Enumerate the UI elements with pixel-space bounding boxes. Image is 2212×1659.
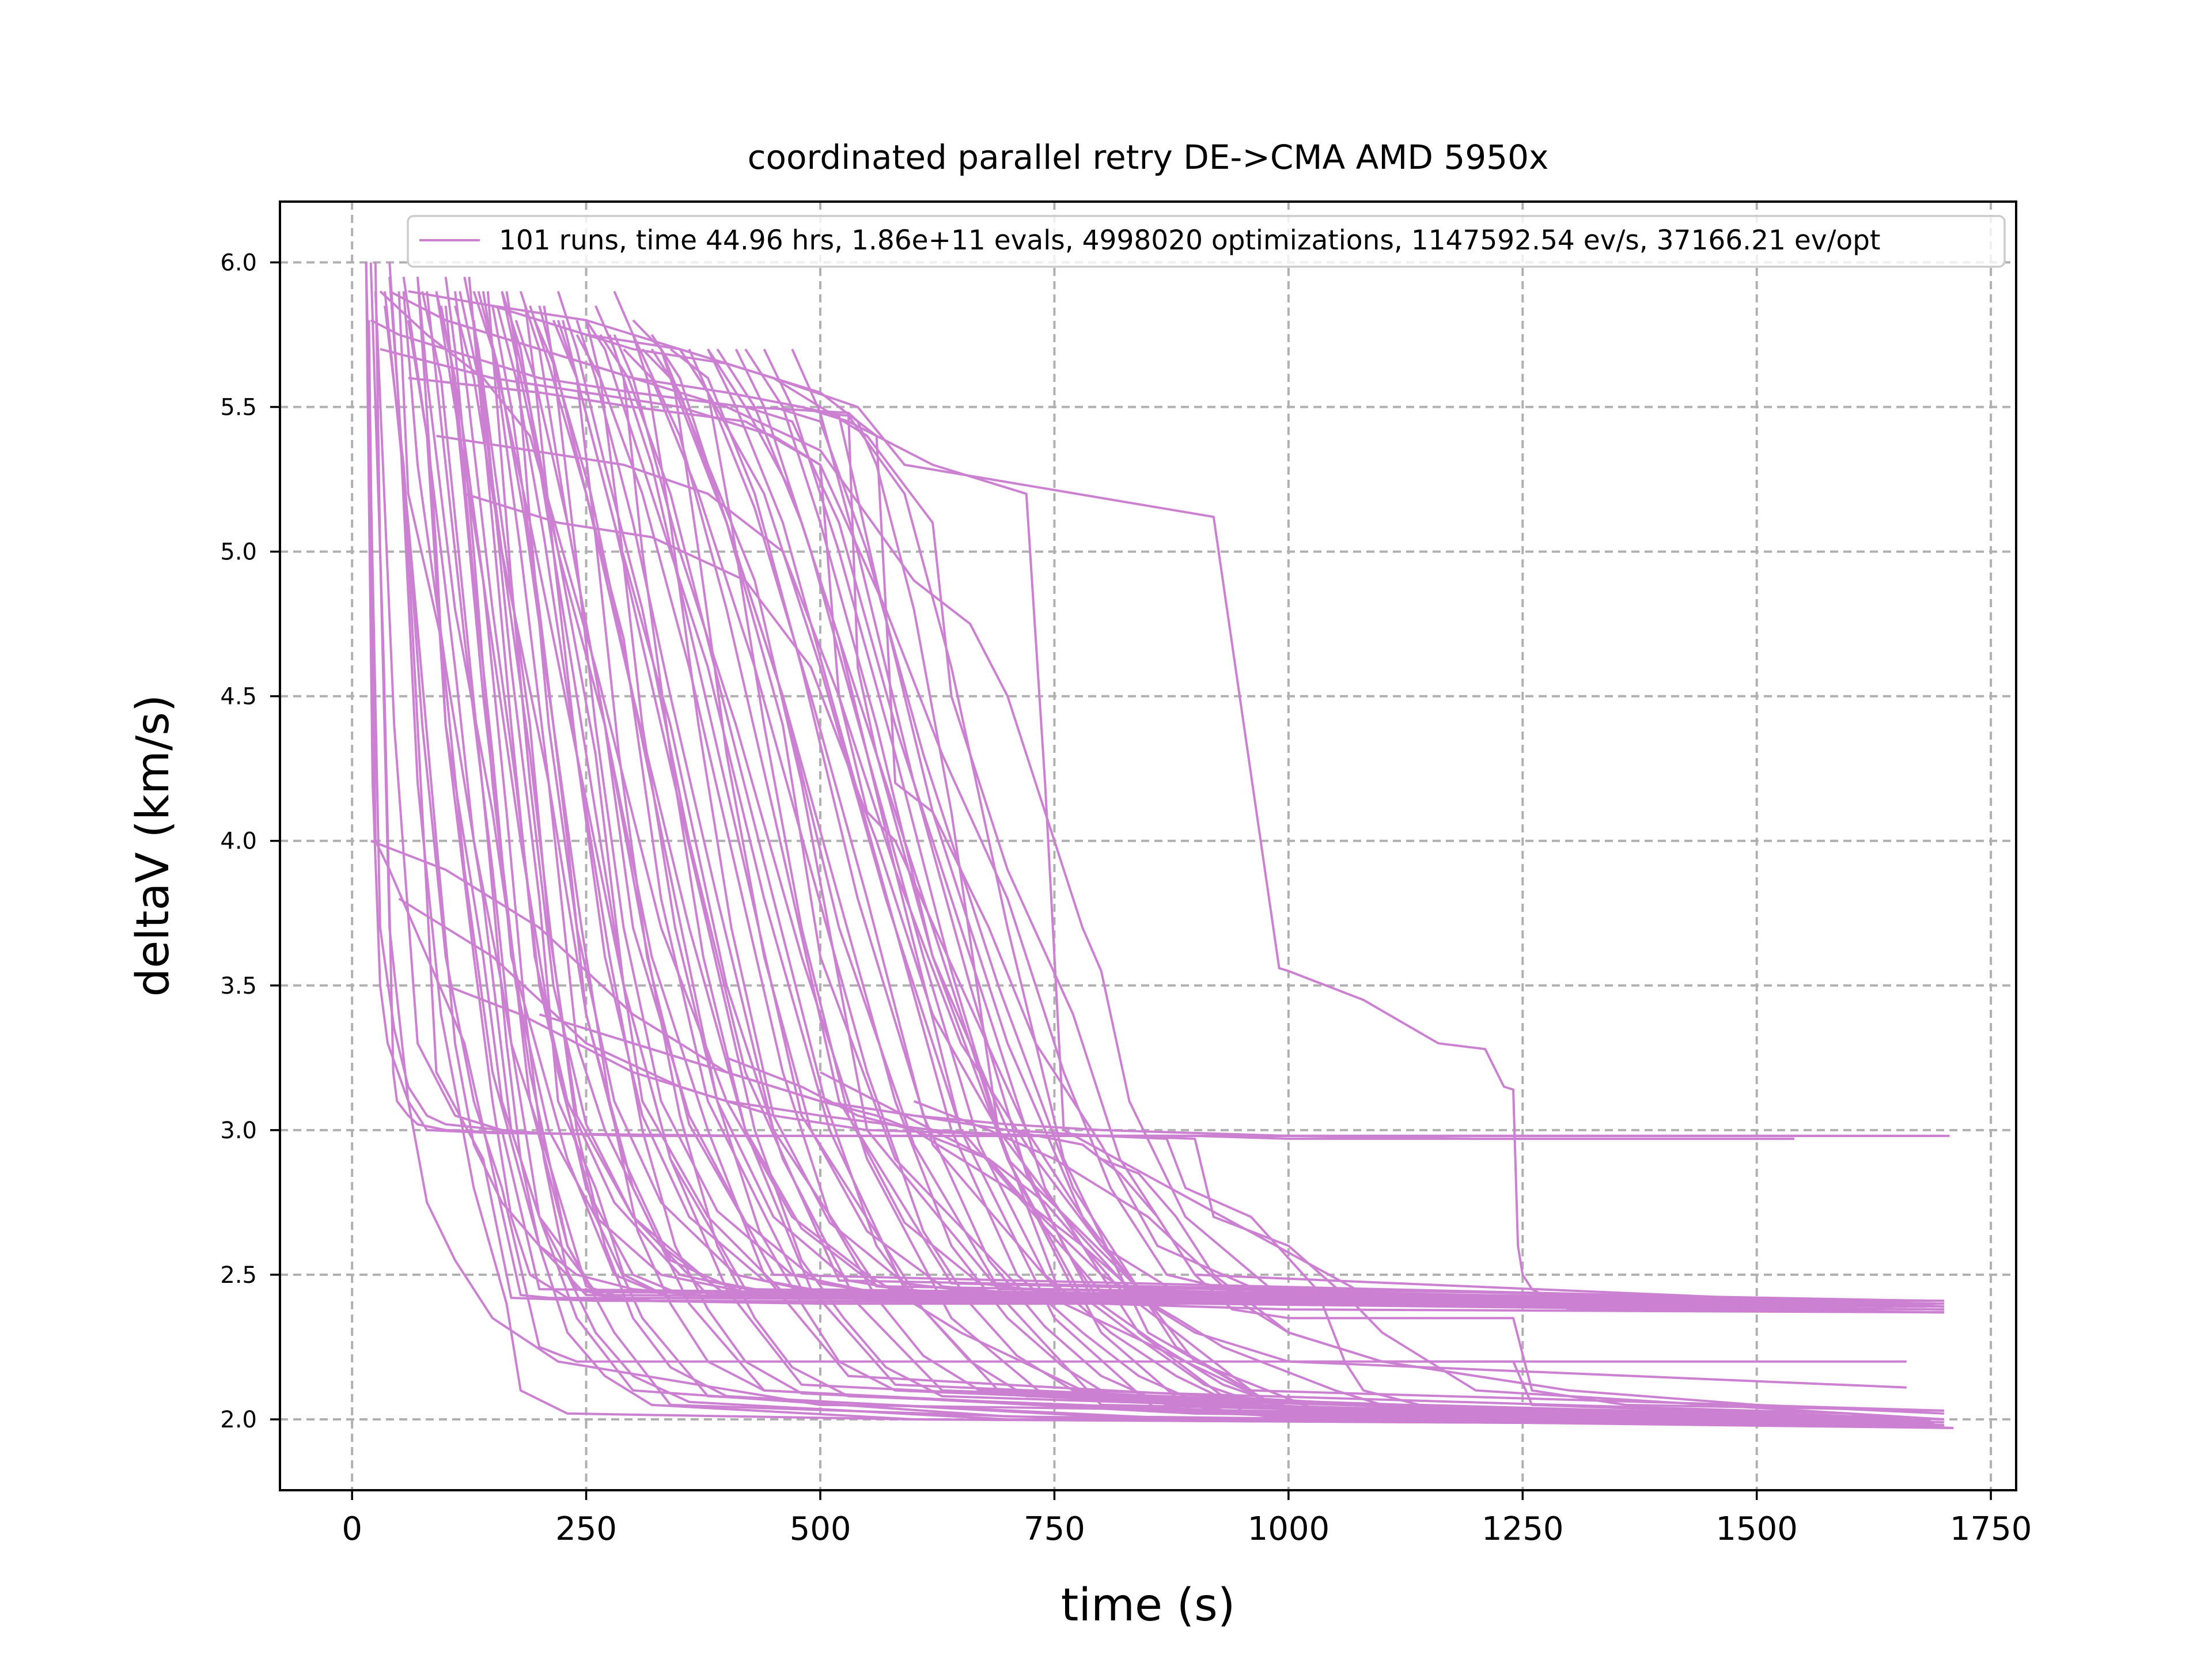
run-line [440,305,1944,1426]
x-tick-label: 1000 [1248,1510,1330,1548]
y-tick-label: 5.0 [220,539,257,566]
y-axis-label: deltaV (km/s) [127,695,179,997]
run-line [374,291,1888,1305]
x-tick-label: 0 [342,1510,362,1548]
run-line [688,349,1944,1308]
run-line [421,291,1926,1426]
run-line [791,349,1926,1423]
x-tick-label: 1250 [1482,1510,1564,1548]
run-line [763,349,1944,1426]
y-tick-label: 3.0 [220,1118,257,1144]
run-line [402,291,1954,1429]
run-line [510,320,1897,1305]
run-line [459,291,1935,1426]
legend-box [407,215,2006,268]
run-line [726,1056,1907,1389]
y-tick-label: 2.5 [220,1262,257,1289]
run-line [613,290,1869,1305]
plot-lines [365,262,1954,1429]
legend-label: 101 runs, time 44.96 hrs, 1.86e+11 evals… [499,225,1880,256]
x-tick-label: 1500 [1715,1510,1798,1548]
run-line [464,493,1935,1314]
run-line [408,377,1944,1311]
run-line [734,349,1935,1423]
legend: 101 runs, time 44.96 hrs, 1.86e+11 evals… [407,215,2006,268]
run-line [679,349,1944,1426]
y-tick-label: 4.0 [220,828,257,855]
run-line [847,412,1897,1421]
run-line [650,349,1926,1423]
x-tick-label: 250 [555,1510,617,1548]
chart-title: coordinated parallel retry DE->CMA AMD 5… [748,138,1549,177]
run-line [913,1100,1944,1421]
run-line [454,291,1869,1302]
run-line [426,291,1944,1302]
run-line [463,276,1944,1305]
run-line [384,291,1935,1305]
run-line [539,319,1944,1311]
x-tick-label: 750 [1024,1510,1085,1548]
y-tick-label: 2.0 [220,1407,257,1433]
run-line [388,276,1944,1426]
run-line [397,291,1869,1302]
run-line [707,349,1907,1421]
y-tick-label: 3.5 [220,973,257,999]
x-tick-label: 1750 [1950,1510,2032,1548]
run-line [552,320,1935,1423]
y-tick-label: 6.0 [220,249,257,276]
run-line [575,334,1907,1421]
plot-frame [279,200,2017,1491]
run-line [650,334,1944,1305]
run-line [669,348,1926,1305]
run-line [623,348,1935,1423]
y-tick-label: 5.5 [220,395,257,421]
run-line [374,262,1897,1421]
x-tick-label: 500 [790,1510,851,1548]
run-line [679,349,1944,1426]
run-line [820,1071,1944,1421]
axis-ticks: 0 250 500 750 1000 1250 1500 1750 2.0 2.5 3.0 3.5 4.… [220,249,2032,1548]
run-line [1100,1158,1944,1415]
x-axis-label: time (s) [1061,1580,1236,1631]
run-line [402,276,1907,1308]
run-line [632,1042,1944,1412]
run-line [388,262,1907,1305]
run-line [1007,1128,1944,1412]
run-line [514,320,1926,1423]
run-line [533,320,1944,1426]
y-tick-label: 4.5 [220,684,257,710]
run-line [379,290,1935,1426]
